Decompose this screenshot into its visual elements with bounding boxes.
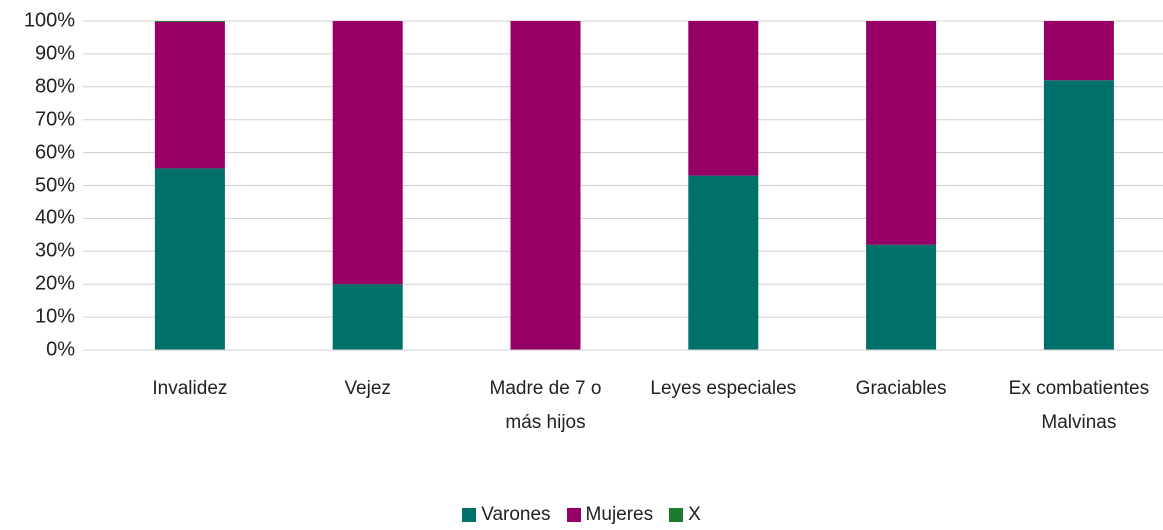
bar-segment — [1043, 21, 1114, 81]
bar-segment — [154, 21, 225, 22]
bar-segment — [866, 244, 937, 350]
y-tick-label: 70% — [34, 108, 75, 131]
bar-segment — [332, 284, 403, 350]
y-tick-label: 10% — [34, 305, 75, 328]
x-tick-label: Ex combatientes Malvinas — [1008, 378, 1150, 433]
y-tick-label: 60% — [34, 141, 75, 164]
x-tick-label: Invalidez — [152, 378, 228, 399]
y-tick-label: 90% — [34, 42, 75, 65]
bar-segment — [688, 175, 759, 350]
y-tick-label: 100% — [23, 9, 75, 32]
x-tick-label: Vejez — [344, 378, 391, 399]
legend-label: X — [688, 504, 701, 525]
x-tick-label: Madre de 7 o más hijos — [489, 378, 602, 433]
x-tick-label: Leyes especiales — [650, 378, 797, 399]
legend: Varones Mujeres X — [0, 504, 1163, 526]
x-tick-label: Graciables — [855, 378, 947, 399]
y-tick-label: 40% — [34, 206, 75, 229]
y-tick-label: 30% — [34, 239, 75, 262]
legend-item: Mujeres — [566, 504, 654, 526]
bar-segment — [154, 168, 225, 350]
bar-segment — [1043, 80, 1114, 350]
y-tick-label: 50% — [34, 174, 75, 196]
bar-segment — [866, 21, 937, 245]
y-tick-label: 20% — [34, 272, 75, 295]
legend-swatch — [462, 508, 477, 522]
bar-segment — [332, 21, 403, 285]
legend-swatch — [566, 508, 581, 522]
legend-label: Mujeres — [585, 504, 654, 525]
legend-swatch — [669, 508, 684, 522]
bar-segment — [154, 21, 225, 169]
bar-segment — [510, 21, 581, 350]
y-tick-label: 80% — [34, 75, 75, 98]
y-tick-label: 0% — [46, 338, 75, 361]
legend-label: Varones — [481, 504, 551, 525]
legend-item: X — [669, 504, 701, 526]
legend-item: Varones — [462, 504, 551, 526]
bar-segment — [688, 21, 759, 176]
